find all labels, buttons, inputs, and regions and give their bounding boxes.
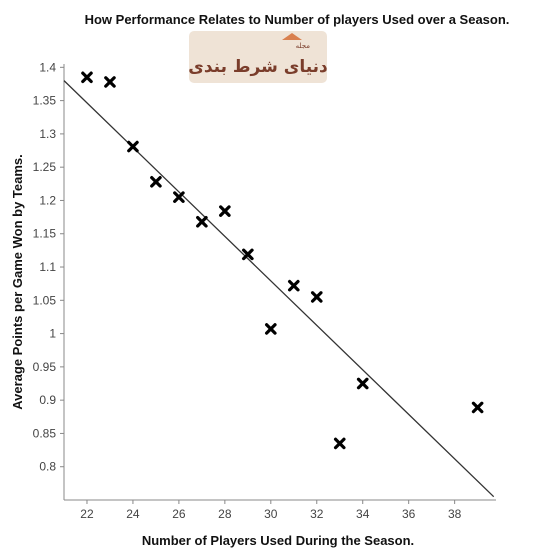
data-point: [196, 215, 208, 228]
y-tick-label: 1.3: [39, 127, 56, 141]
data-point: [471, 401, 484, 414]
x-tick-label: 36: [402, 507, 416, 521]
x-tick-label: 22: [80, 507, 94, 521]
x-tick-label: 26: [172, 507, 186, 521]
x-tick-label: 30: [264, 507, 278, 521]
data-point: [287, 279, 300, 292]
data-point: [219, 205, 231, 217]
y-tick-label: 1.4: [39, 60, 56, 74]
y-tick-label: 1.2: [39, 193, 56, 207]
x-axis-label: Number of Players Used During the Season…: [142, 533, 414, 548]
y-tick-label: 1.35: [33, 94, 57, 108]
watermark-small-text: مجله: [296, 42, 311, 50]
watermark-logo: مجله دنیای شرط بندی: [188, 31, 328, 83]
y-tick-label: 1.05: [33, 293, 57, 307]
y-tick-label: 1.25: [33, 160, 57, 174]
data-point: [173, 191, 185, 203]
data-point: [81, 71, 93, 84]
y-tick-label: 0.9: [39, 393, 56, 407]
y-axis-label: Average Points per Game Won by Teams.: [10, 154, 25, 410]
data-point: [333, 437, 346, 450]
x-tick-label: 34: [356, 507, 370, 521]
chart-title: How Performance Relates to Number of pla…: [85, 12, 510, 27]
y-tick-label: 1: [49, 327, 56, 341]
data-point: [104, 76, 116, 88]
y-tick-label: 1.1: [39, 260, 56, 274]
y-tick-label: 0.95: [33, 360, 57, 374]
data-point: [150, 176, 162, 188]
y-ticks: 0.8 0.85 0.9 0.95 1 1.05 1.1 1.15 1.2 1.25 1.3 1.35…: [33, 60, 64, 474]
x-tick-label: 24: [126, 507, 140, 521]
y-tick-label: 1.15: [33, 227, 57, 241]
x-tick-label: 28: [218, 507, 232, 521]
data-point: [356, 377, 369, 390]
data-point: [310, 291, 323, 303]
data-point: [242, 248, 254, 261]
x-tick-label: 38: [448, 507, 462, 521]
data-points: [81, 71, 484, 450]
y-tick-label: 0.85: [33, 426, 57, 440]
data-point: [265, 323, 277, 335]
x-tick-label: 32: [310, 507, 324, 521]
x-ticks: 22 24 26 28 30 32 34 36 38: [80, 500, 462, 521]
y-tick-label: 0.8: [39, 460, 56, 474]
data-point: [127, 140, 139, 153]
watermark-text: دنیای شرط بندی: [188, 57, 328, 77]
